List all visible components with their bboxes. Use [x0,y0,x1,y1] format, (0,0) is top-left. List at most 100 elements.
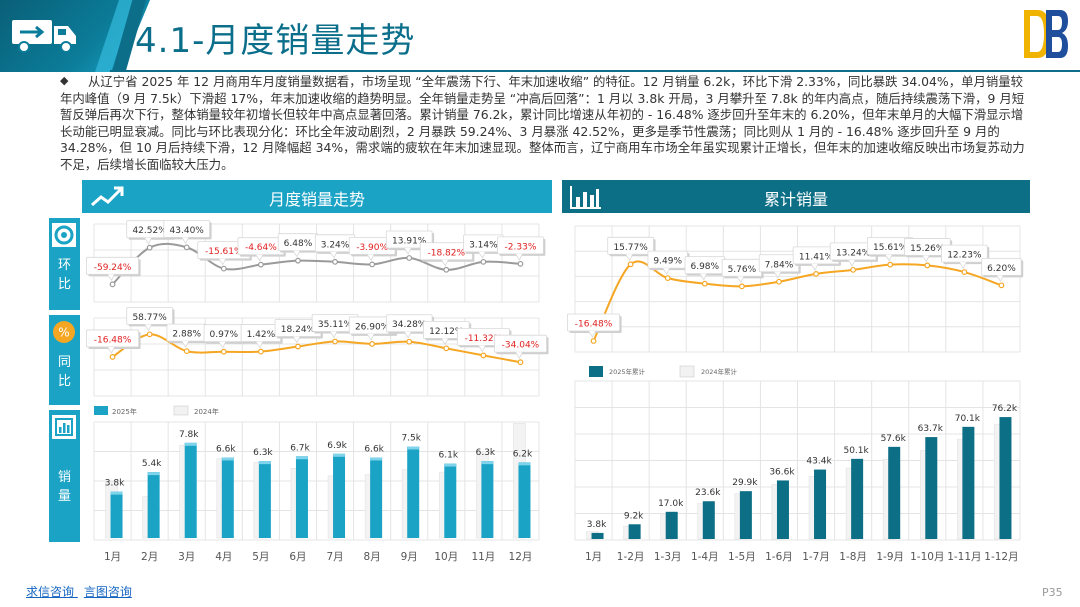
cum-bar-value-label: 70.1k [955,414,981,424]
mom-point [220,265,227,272]
tab-mom: 环比 [49,218,80,310]
bar-2025-cap [258,461,271,465]
cum-yoy-point [701,280,708,287]
mom-callout: 42.52% [126,220,175,245]
callout-tail [736,276,745,284]
mom-point [517,260,524,267]
cum-bar-2025 [888,446,901,539]
footer-link-qiuxin[interactable]: 求信咨询 [26,585,75,599]
callout-tail [773,271,782,279]
callout-tail [996,275,1004,283]
cum-yoy-callout: 6.20% [981,257,1024,283]
panel-title-monthly: 月度销量走势 [268,190,365,209]
data-label: -59.24% [94,263,132,273]
yoy-callout: 58.77% [126,306,175,332]
legend-swatch-2024-cum [679,365,695,378]
bar-value-label: 6.7k [290,443,310,453]
legend-label-2025-cum: 2025年累计 [609,367,646,376]
bar-value-label: 7.5k [401,434,421,444]
panel-header-monthly: 月度销量走势 [82,180,552,213]
mom-point [109,281,116,288]
callout-tail [144,324,152,332]
yoy-callout: 35.11% [311,314,360,339]
data-label: -2.33% [505,242,537,252]
bar-value-label: 6.1k [439,451,459,461]
yoy-callout: 1.42% [240,324,283,349]
data-label: 6.98% [690,262,719,272]
cum-yoy-point [961,269,968,275]
bar-2025 [258,461,271,538]
yoy-line [111,333,521,364]
x-tick-label: 4月 [215,551,232,563]
callout-tail [329,251,338,259]
callout-tail [884,254,893,262]
yoy-point [332,338,338,345]
bar-2025-cap [518,462,531,466]
data-label: -16.48% [94,335,132,345]
data-label: 43.40% [170,226,205,236]
data-label: 0.97% [209,330,238,340]
callout-tail [847,259,856,267]
x-tick-label: 6月 [289,551,306,563]
bar-2025-cap [295,456,308,460]
legend-label-2024-cum: 2024年累计 [701,367,738,376]
mom-point [257,261,264,268]
bar-2025-cap [221,457,234,461]
legend-swatch-2024 [173,405,189,416]
bar-value-label: 6.3k [253,448,273,458]
cum-yoy-point [664,275,671,282]
data-label: 15.26% [910,244,945,254]
yoy-callout: -11.32% [456,327,512,353]
mom-callout: 43.40% [163,219,212,245]
cum-x-tick-label: 1-6月 [765,551,793,563]
cum-x-tick-label: 1-12月 [984,551,1018,563]
mom-point [406,255,413,261]
cum-x-tick-label: 1-2月 [617,551,645,563]
footer-link-yantu[interactable]: 言图咨询 [83,585,132,599]
cum-yoy-callout: 12.23% [941,244,990,269]
callout-tail [255,254,264,262]
cum-x-tick-label: 1-10月 [910,551,944,563]
x-tick-label: 11月 [471,551,495,563]
cum-yoy-callout: -16.48% [567,313,622,338]
callout-tail [403,331,412,339]
callout-tail [255,341,264,349]
yoy-point [480,352,487,359]
cum-bar-value-label: 76.2k [992,404,1018,414]
yoy-callout: -16.48% [86,329,141,354]
bar-2025 [333,453,346,538]
data-label: 42.52% [132,226,167,236]
cum-yoy-point [738,283,745,290]
cum-yoy-point [924,262,931,269]
yoy-callout: 2.88% [166,323,209,348]
header-rule [110,70,1080,72]
mom-callout: -59.24% [86,256,141,282]
cum-bar-2025 [591,532,604,539]
callout-tail [366,333,375,341]
legend-label-2025: 2025年 [112,407,137,416]
bar-value-label: 7.8k [179,430,199,440]
cum-x-tick-label: 1-11月 [947,551,981,563]
tab-mom-text: 环比 [57,258,71,292]
cum-bar-2025 [925,437,938,539]
cum-x-tick-label: 1-4月 [691,551,719,563]
cum-x-tick-label: 1-5月 [728,551,756,563]
callout-tail [440,338,449,346]
cum-bar-2025 [665,511,678,539]
cum-bar-value-label: 9.2k [624,511,644,521]
data-label: 3.14% [469,240,498,250]
yoy-point [183,348,190,355]
data-label: -16.48% [575,320,613,330]
bar-2025 [481,461,494,538]
yoy-callout: -34.04% [494,334,549,360]
tab-yoy-label: 同比 [49,353,80,391]
yoy-point [146,331,153,338]
callout-tail [625,254,633,262]
mom-callout: -15.61% [197,241,252,266]
callout-tail [588,330,596,338]
data-label: 35.11% [318,320,353,330]
callout-tail [292,250,301,258]
tab-sales-label: 销量 [49,468,80,506]
bar-value-label: 6.2k [513,449,533,459]
callout-tail [440,259,449,267]
